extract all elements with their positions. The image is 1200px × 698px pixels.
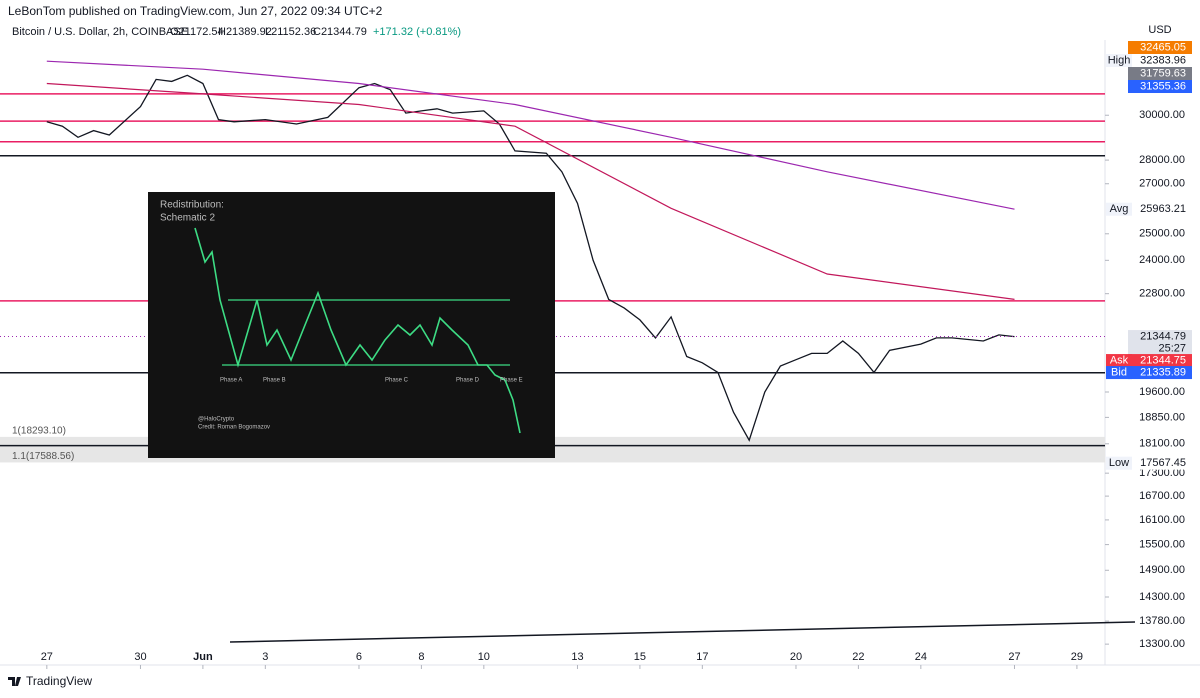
x-tick-label: 8 [418, 651, 424, 663]
price-tag-value: 21344.79 [1140, 330, 1186, 342]
y-tick-label: 25000.00 [1139, 228, 1185, 240]
y-tick-label: 16700.00 [1139, 490, 1185, 502]
phase-label: Phase B [263, 378, 286, 384]
price-tag-name: Ask [1110, 354, 1129, 366]
footer-brand: TradingView [26, 674, 92, 688]
x-tick-label: 27 [1008, 651, 1020, 663]
y-tick-label: 24000.00 [1139, 254, 1185, 266]
x-tick-label: 17 [696, 651, 708, 663]
y-tick-label: 13780.00 [1139, 615, 1185, 627]
price-tag-value: 17567.45 [1140, 457, 1186, 469]
price-tag-name-box [1106, 202, 1132, 216]
x-tick-label: 10 [478, 651, 490, 663]
ohlc-low: L21152.36 [265, 26, 316, 38]
x-tick-label: 20 [790, 651, 802, 663]
price-tag-value: 31759.63 [1140, 67, 1186, 79]
y-tick-label: 19600.00 [1139, 386, 1185, 398]
x-tick-label: 22 [852, 651, 864, 663]
symbol-line: Bitcoin / U.S. Dollar, 2h, COINBASE O211… [12, 26, 461, 38]
price-tag-value: 32465.05 [1140, 41, 1186, 53]
price-tag-value: 31355.36 [1140, 80, 1186, 92]
phase-label: Phase D [456, 378, 480, 384]
logo [8, 677, 21, 686]
phase-label: Phase E [500, 378, 523, 384]
price-tag-value: 25963.21 [1140, 203, 1186, 215]
y-tick-label: 27000.00 [1139, 178, 1185, 190]
price-tag [1128, 54, 1192, 68]
price-tag-value: 21344.75 [1140, 354, 1186, 366]
x-tick-label: 15 [634, 651, 646, 663]
price-tag [1128, 354, 1192, 368]
inset-panel [148, 192, 555, 458]
y-tick-label: 18850.00 [1139, 411, 1185, 423]
price-line [46, 82, 1015, 300]
price-tag-name: Low [1109, 457, 1129, 469]
y-tick-label: 15500.00 [1139, 539, 1185, 551]
countdown: 25:27 [1158, 342, 1186, 354]
y-tick-label: 18100.00 [1139, 438, 1185, 450]
y-tick-label: 14900.00 [1139, 564, 1185, 576]
fib-label: 1(18293.10) [12, 426, 66, 437]
price-tag-value: 21335.89 [1140, 366, 1186, 378]
ohlc-open: O21172.54 [170, 26, 224, 38]
price-tag-name: Avg [1110, 203, 1129, 215]
x-tick-label: 6 [356, 651, 362, 663]
y-tick-label: 13300.00 [1139, 638, 1185, 650]
price-tag-name-box [1106, 54, 1132, 68]
ohlc-change: +171.32 (+0.81%) [373, 26, 461, 38]
y-tick-label: 17300.00 [1139, 467, 1185, 479]
symbol: Bitcoin / U.S. Dollar, 2h, COINBASE [12, 26, 188, 38]
price-tag [1128, 456, 1192, 470]
x-tick-label: 30 [134, 651, 146, 663]
price-tag [1128, 41, 1192, 55]
ohlc-close: C21344.79 [313, 26, 367, 38]
price-tag-name: High [1108, 54, 1131, 66]
fib-label: 1.1(17588.56) [12, 451, 74, 462]
inset-subtitle: Schematic 2 [160, 213, 215, 224]
x-tick-label: 27 [41, 651, 53, 663]
price-tag [1128, 366, 1192, 380]
price-tag-name-box [1106, 366, 1132, 380]
schematic-path [194, 227, 521, 434]
y-tick-label: 16100.00 [1139, 514, 1185, 526]
y-tick-label: 14300.00 [1139, 591, 1185, 603]
inset-credit: Credit: Roman Bogomazov [198, 425, 270, 431]
y-tick-label: 30000.00 [1139, 109, 1185, 121]
ohlc-high: H21389.92 [218, 26, 272, 38]
x-tick-label: 24 [915, 651, 927, 663]
price-tag [1128, 330, 1192, 356]
footer [0, 672, 1200, 693]
inset-title: Redistribution: [160, 200, 224, 211]
inset-handle: @HaloCrypto [198, 417, 235, 423]
currency: USD [1148, 24, 1171, 36]
price-tag [1128, 67, 1192, 81]
phase-label: Phase A [220, 378, 242, 384]
x-tick-label: 3 [262, 651, 268, 663]
price-tag-value: 32383.96 [1140, 54, 1186, 66]
price-tag [1128, 202, 1192, 216]
price-tag-name: Bid [1111, 366, 1127, 378]
price-tag [1128, 80, 1192, 94]
y-tick-label: 28000.00 [1139, 154, 1185, 166]
price-line [46, 60, 1015, 210]
x-tick-label: Jun [193, 651, 213, 663]
phase-label: Phase C [385, 378, 409, 384]
price-tag-name-box [1106, 456, 1132, 470]
y-tick-label: 22800.00 [1139, 288, 1185, 300]
price-tag-name-box [1106, 354, 1132, 368]
price-line [46, 74, 1015, 442]
x-tick-label: 13 [571, 651, 583, 663]
publisher: LeBonTom published on TradingView.com, J… [8, 4, 383, 18]
trendline [229, 621, 1136, 643]
inset: Redistribution: Schematic 2 Phase A Phas… [148, 192, 555, 458]
x-tick-label: 29 [1071, 651, 1083, 663]
